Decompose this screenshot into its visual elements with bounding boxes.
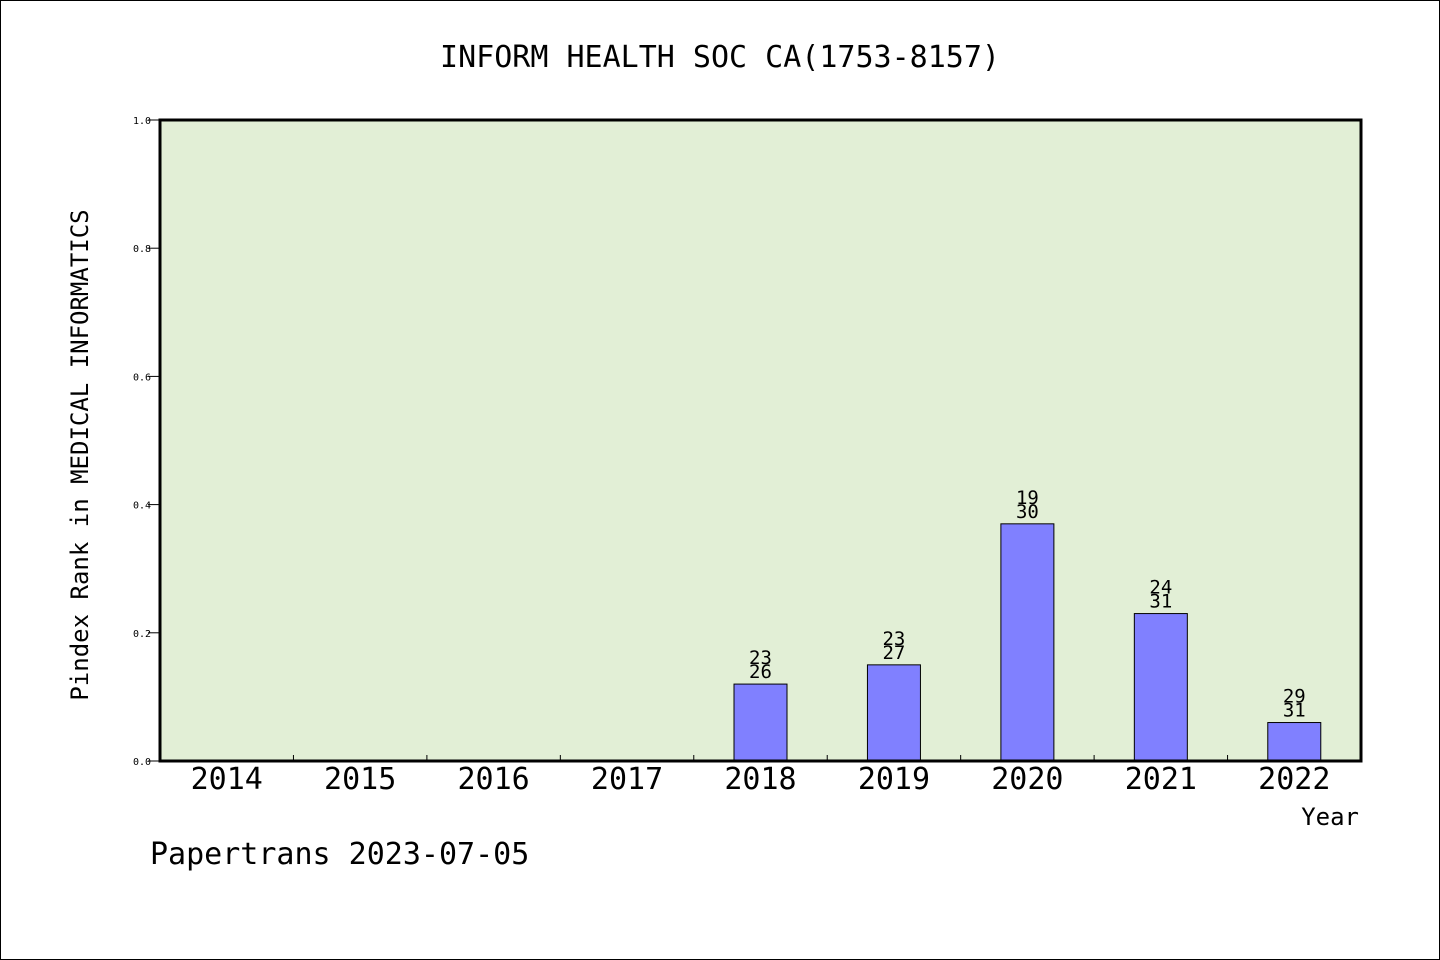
bar-2022 [1267,722,1322,762]
x-tick-label: 2021 [1125,762,1197,797]
y-tick-label: 0.6 [133,372,151,383]
bar-label-upper: 19 [1016,487,1039,509]
plot-border [158,118,1363,763]
bar-label-lower: 26 [749,661,772,683]
bars [733,523,1322,762]
bar-label-upper: 23 [882,628,905,650]
bar-label-lower: 27 [882,642,905,664]
bar-2018 [733,683,788,762]
bar-label-upper: 29 [1283,686,1306,708]
x-tick-label: 2022 [1258,762,1330,797]
x-tick-label: 2017 [591,762,663,797]
bar-2021 [1133,613,1188,762]
bar-2019 [866,664,921,762]
bar-label-upper: 23 [749,647,772,669]
y-axis: 0.0 0.2 0.4 0.6 0.8 1.0 [133,116,160,768]
chart-title: INFORM HEALTH SOC CA(1753-8157) [440,40,1000,75]
y-tick-label: 0.0 [133,757,151,768]
x-tick-label: 2018 [724,762,796,797]
x-tick-label: 2020 [991,762,1063,797]
y-tick-label: 0.2 [133,629,151,640]
x-tick-label: 2014 [191,762,263,797]
x-tick-label: 2019 [858,762,930,797]
y-tick-label: 0.4 [133,501,151,512]
x-tick-label: 2016 [457,762,529,797]
footer-credit: Papertrans 2023-07-05 [150,837,529,872]
bar-label-lower: 31 [1283,700,1306,722]
bar-label-upper: 24 [1149,577,1172,599]
y-tick-label: 1.0 [133,116,151,127]
y-axis-title: Pindex Rank in MEDICAL INFORMATICS [66,209,94,700]
x-axis: 2014 2015 2016 2017 2018 2019 2020 2021 2022 [191,755,1330,797]
bar-2020 [1000,523,1055,762]
bar-label-lower: 30 [1016,501,1039,523]
y-tick-label: 0.8 [133,244,151,255]
bar-label-lower: 31 [1149,591,1172,613]
x-tick-label: 2015 [324,762,396,797]
x-axis-title: Year [1301,803,1359,831]
